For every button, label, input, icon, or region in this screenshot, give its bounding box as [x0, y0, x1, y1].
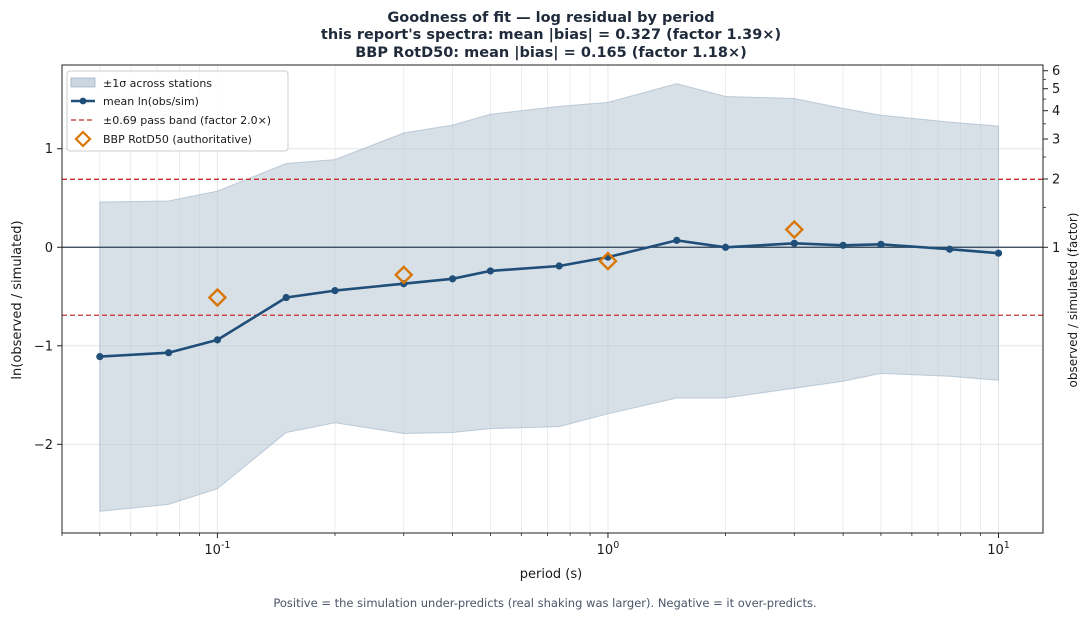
- legend-label: ±1σ across stations: [103, 77, 212, 90]
- y-tick-label: −1: [34, 339, 53, 354]
- mean-point: [282, 293, 290, 302]
- mean-point: [555, 262, 563, 270]
- y2-tick-label: 2: [1052, 172, 1060, 187]
- y-tick-label: 1: [45, 142, 53, 157]
- legend-box: [66, 70, 289, 152]
- sigma-band-area: [99, 83, 999, 512]
- axes: −2 −1 0 1 1 2 3 4 5 6 10-1 100 101: [34, 64, 1060, 558]
- x-tick-label: 101: [987, 540, 1010, 558]
- mean-point: [721, 243, 730, 251]
- x-axis-label: period (s): [520, 567, 582, 582]
- legend-label: mean ln(obs/sim): [103, 95, 199, 108]
- y-axis-label: ln(observed / simulated): [10, 220, 25, 379]
- plot-frame: [61, 64, 1044, 534]
- legend-swatch-band: [70, 77, 96, 88]
- mean-point: [673, 236, 681, 244]
- sigma-band: [99, 83, 999, 512]
- mean-point: [790, 239, 798, 247]
- y2-tick-label: 6: [1052, 64, 1060, 79]
- mean-point: [877, 240, 885, 248]
- legend: ±1σ across stations mean ln(obs/sim) ±0.69…: [66, 70, 289, 152]
- mean-series: [96, 236, 1003, 361]
- bbp-point: [207, 287, 228, 308]
- mean-point: [839, 241, 847, 249]
- mean-point: [165, 349, 173, 357]
- mean-point: [96, 353, 104, 361]
- bbp-point: [598, 251, 618, 271]
- mean-point: [331, 287, 339, 295]
- mean-point: [994, 249, 1003, 257]
- y2-tick-label: 1: [1052, 241, 1060, 256]
- y2-axis-label: observed / simulated (factor): [1066, 213, 1080, 388]
- title-line-3: BBP RotD50: mean |bias| = 0.165 (factor …: [355, 45, 746, 61]
- y2-tick-label: 4: [1052, 104, 1060, 119]
- y-tick-label: 0: [45, 241, 53, 256]
- legend-label: ±0.69 pass band (factor 2.0×): [103, 114, 271, 127]
- title-line-1: Goodness of fit — log residual by period: [387, 10, 714, 26]
- chart-title: Goodness of fit — log residual by period…: [321, 10, 781, 61]
- legend-marker-mean: [79, 97, 87, 105]
- y2-tick-label: 3: [1052, 133, 1060, 148]
- mean-point: [213, 336, 222, 344]
- x-tick-label: 100: [597, 540, 620, 558]
- y2-tick-label: 5: [1052, 82, 1060, 97]
- y-tick-label: −2: [34, 438, 53, 453]
- mean-point: [448, 275, 457, 283]
- footnote: Positive = the simulation under-predicts…: [273, 596, 817, 610]
- title-line-2: this report's spectra: mean |bias| = 0.3…: [321, 27, 781, 43]
- bbp-point: [394, 265, 414, 285]
- bbp-points: [207, 219, 804, 308]
- legend-label: BBP RotD50 (authoritative): [103, 133, 252, 146]
- mean-point: [946, 245, 954, 253]
- bbp-point: [784, 219, 804, 240]
- mean-point: [486, 267, 494, 275]
- legend-swatch-bbp: [74, 130, 92, 148]
- x-tick-label: 10-1: [204, 540, 230, 558]
